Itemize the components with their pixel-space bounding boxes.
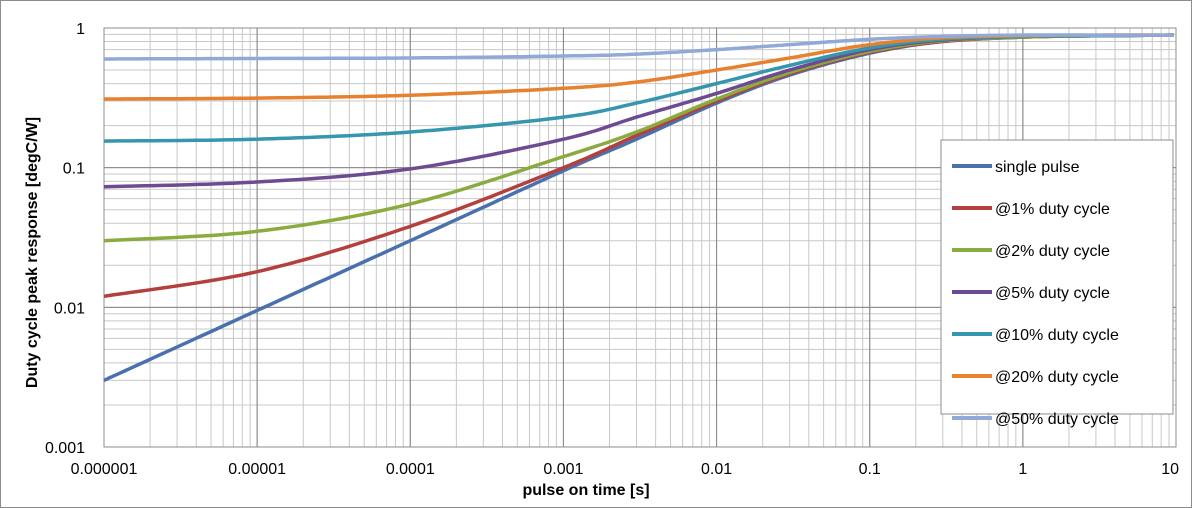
x-tick-labels: 0.000001 0.00001 0.0001 0.001 0.01 0.1 1 10	[71, 461, 1179, 478]
legend-label-1: single pulse	[995, 159, 1080, 176]
x-tick-label: 0.00001	[228, 461, 286, 478]
legend-label-5: @10% duty cycle	[995, 327, 1119, 344]
plot-area-border	[103, 27, 1177, 448]
legend-box	[940, 139, 1174, 415]
x-tick-label: 10	[1161, 461, 1179, 478]
x-axis-title: pulse on time [s]	[522, 482, 649, 499]
legend-label-7: @50% duty cycle	[995, 411, 1119, 428]
x-tick-label: 1	[1018, 461, 1027, 478]
y-tick-label: 1	[76, 21, 85, 38]
legend-label-3: @2% duty cycle	[995, 243, 1110, 260]
x-tick-label: 0.000001	[71, 461, 138, 478]
legend: single pulse @1% duty cycle @2% duty cycle…	[940, 139, 1174, 428]
legend-label-6: @20% duty cycle	[995, 369, 1119, 386]
x-tick-label: 0.01	[701, 461, 732, 478]
x-tick-label: 0.001	[543, 461, 583, 478]
y-axis-title: Duty cycle peak response [degC/W]	[24, 117, 41, 388]
series-lines	[103, 33, 1174, 382]
x-tick-label: 0.1	[859, 461, 881, 478]
y-tick-label: 0.01	[54, 300, 85, 317]
series-line-7	[104, 33, 1174, 61]
y-tick-label: 0.1	[63, 161, 85, 178]
legend-label-4: @5% duty cycle	[995, 285, 1110, 302]
series-line-6	[104, 33, 1174, 101]
legend-label-2: @1% duty cycle	[995, 201, 1110, 218]
x-tick-label: 0.0001	[386, 461, 435, 478]
y-tick-label: 0.001	[45, 440, 85, 457]
y-tick-labels: 0.001 0.01 0.1 1	[45, 21, 85, 457]
